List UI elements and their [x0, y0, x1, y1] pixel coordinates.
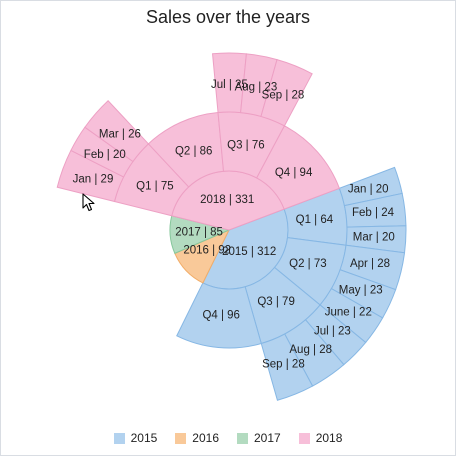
legend-swatch-2015: [113, 432, 125, 444]
label-2015-jan: Jan | 20: [348, 183, 389, 195]
label-2018-jul: Jul | 25: [211, 79, 248, 91]
label-2015-q2: Q2 | 73: [289, 258, 327, 270]
label-2018-q4: Q4 | 94: [275, 167, 313, 179]
legend-swatch-2017: [237, 432, 248, 444]
label-2015-jul: Jul | 23: [314, 326, 351, 338]
label-2015-may: May | 23: [339, 285, 383, 297]
segment-2018-q4[interactable]: [256, 125, 341, 210]
legend-label-2015: 2015: [130, 431, 158, 445]
label-2015-june: June | 22: [325, 306, 372, 318]
label-year-2015: 2015 | 312: [222, 246, 276, 258]
legend-item-2017[interactable]: 2017: [237, 431, 281, 445]
label-year-2017: 2017 | 85: [175, 226, 223, 238]
segment-2015-q4[interactable]: [176, 282, 262, 349]
label-2018-feb: Feb | 20: [84, 149, 126, 161]
legend-label-2018: 2018: [315, 431, 343, 445]
label-2018-aug: Aug | 23: [235, 82, 278, 94]
legend-item-2015[interactable]: 2015: [113, 431, 158, 445]
label-2018-q3: Q3 | 76: [227, 140, 265, 152]
label-2015-apr: Apr | 28: [350, 258, 390, 270]
label-2018-q1: Q1 | 75: [136, 180, 174, 192]
legend-label-2016: 2016: [192, 431, 219, 445]
legend-label-2017: 2017: [254, 431, 281, 445]
label-2018-sep: Sep | 28: [262, 89, 305, 101]
label-2015-q3: Q3 | 79: [257, 296, 295, 308]
sunburst-labels: 2015 | 312 Q1 | 64 Jan | 20 Feb | 24 Mar | 2…: [73, 79, 395, 370]
label-2015-mar: Mar | 20: [353, 232, 395, 244]
label-2015-feb: Feb | 24: [352, 207, 395, 219]
legend-swatch-2016: [175, 432, 187, 444]
chart-legend: 2015 2016 2017 2018: [0, 431, 456, 445]
label-2015-aug: Aug | 28: [289, 344, 332, 356]
label-2015-q4: Q4 | 96: [202, 310, 240, 322]
label-2018-mar: Mar | 26: [99, 129, 141, 141]
label-2015-q1: Q1 | 64: [296, 214, 334, 226]
legend-item-2016[interactable]: 2016: [175, 431, 219, 445]
legend-swatch-2018: [298, 432, 310, 444]
sunburst-segments: [56, 52, 407, 401]
legend-item-2018[interactable]: 2018: [298, 431, 343, 445]
label-year-2018: 2018 | 331: [200, 194, 254, 206]
chart-title: Sales over the years: [145, 7, 311, 27]
label-2018-jan: Jan | 29: [73, 174, 114, 186]
label-2018-q2: Q2 | 86: [175, 146, 213, 158]
label-2015-sep: Sep | 28: [262, 358, 305, 370]
label-year-2016: 2016 | 92: [183, 245, 231, 257]
mouse-cursor-icon: [82, 193, 95, 212]
